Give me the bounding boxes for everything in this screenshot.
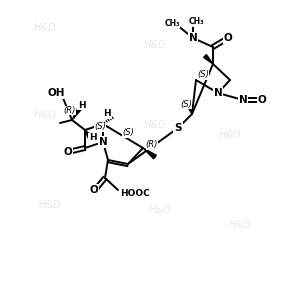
Polygon shape [85, 130, 92, 138]
Text: (S): (S) [94, 122, 106, 131]
Text: H&D: H&D [219, 130, 241, 140]
Text: O: O [258, 95, 266, 105]
Text: H: H [89, 134, 97, 142]
Polygon shape [186, 103, 192, 114]
Text: O: O [64, 147, 72, 157]
Text: N: N [99, 137, 107, 147]
Text: (S): (S) [180, 100, 192, 109]
Text: H&D: H&D [144, 120, 166, 130]
Text: H: H [103, 110, 111, 118]
Text: CH₃: CH₃ [164, 19, 180, 28]
Text: H&D: H&D [229, 220, 251, 230]
Polygon shape [204, 55, 213, 64]
Text: H&D: H&D [34, 110, 56, 120]
Text: S: S [174, 123, 182, 133]
Text: CH₃: CH₃ [188, 17, 204, 26]
Text: N: N [238, 95, 247, 105]
Text: H: H [78, 100, 86, 109]
Text: H&D: H&D [149, 205, 171, 215]
Polygon shape [72, 107, 82, 120]
Text: (R): (R) [64, 106, 76, 115]
Text: (R): (R) [146, 140, 158, 149]
Text: H&D: H&D [39, 200, 61, 210]
Polygon shape [143, 148, 156, 159]
Text: O: O [224, 33, 232, 43]
Text: N: N [189, 33, 197, 43]
Text: OH: OH [47, 88, 65, 98]
Text: (S): (S) [197, 70, 209, 80]
Text: H&D: H&D [144, 40, 166, 50]
Text: (S): (S) [122, 128, 134, 137]
Text: N: N [214, 88, 222, 98]
Text: HOOC: HOOC [120, 188, 150, 197]
Text: O: O [90, 185, 98, 195]
Text: H&D: H&D [34, 23, 56, 33]
